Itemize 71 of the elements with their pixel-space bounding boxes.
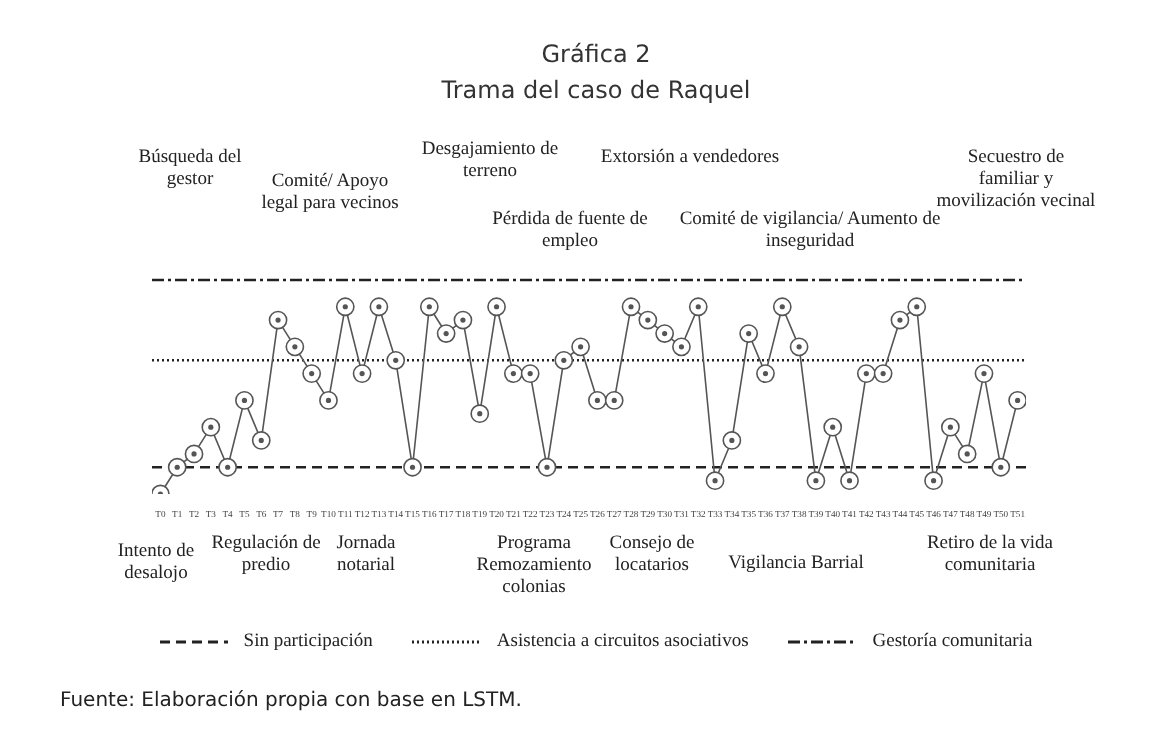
- point: [268, 310, 288, 330]
- point: [823, 417, 843, 437]
- point: [924, 471, 943, 491]
- point: [756, 364, 775, 384]
- text: Programa Remozamiento colonias: [476, 534, 592, 598]
- text: Búsqueda del gestor: [136, 148, 244, 192]
- point: [588, 390, 607, 410]
- text: Comité de vigilancia/ Aumento de inseguridad: [677, 210, 943, 254]
- chart-subtitle: Trama del caso de Raquel: [439, 76, 753, 104]
- text: Comité/ Apoyo legal para vecinos: [260, 172, 400, 216]
- point: [655, 324, 675, 343]
- point: [369, 297, 389, 317]
- point: [184, 444, 204, 464]
- point: [772, 297, 792, 317]
- point: [335, 297, 355, 317]
- text: Vigilancia Barrial: [726, 554, 866, 576]
- point: [890, 310, 910, 330]
- legend-label: Asistencia a circuitos asociativos: [496, 632, 749, 652]
- point: [991, 457, 1011, 477]
- point: [571, 337, 590, 357]
- point: [974, 364, 994, 384]
- point: [352, 364, 372, 384]
- point: [470, 404, 490, 424]
- text: Retiro de la vida comunitaria: [924, 534, 1056, 578]
- point: [302, 364, 322, 384]
- point: [235, 390, 254, 410]
- point: [840, 471, 859, 491]
- text: Secuestro de familiar y movilización vecinal: [936, 148, 1096, 212]
- point: [537, 457, 557, 477]
- legend-label: Gestoría comunitaria: [872, 632, 1033, 652]
- text: Regulación de predio: [209, 534, 323, 578]
- point: [705, 471, 725, 491]
- text: Intento de desalojo: [117, 542, 195, 584]
- point: [453, 310, 473, 330]
- point: [201, 417, 221, 437]
- text: Jornada notarial: [336, 534, 396, 576]
- point: [167, 457, 187, 477]
- point: [218, 457, 238, 477]
- point: [621, 297, 641, 317]
- text: Consejo de locatarios: [609, 534, 695, 576]
- point: [403, 457, 422, 477]
- point: [722, 431, 742, 450]
- point: [285, 337, 305, 357]
- point: [856, 364, 876, 384]
- point: [806, 471, 826, 491]
- source-note: Fuente: Elaboración propia con base en LSTM.: [60, 690, 522, 712]
- text: Desgajamiento de terreno: [419, 140, 561, 184]
- point: [638, 310, 658, 330]
- point: [319, 390, 338, 410]
- text: Pérdida de fuente de empleo: [490, 210, 650, 254]
- point: [419, 297, 439, 317]
- point: [386, 350, 406, 370]
- point: [873, 364, 893, 384]
- point: [436, 324, 456, 343]
- point: [520, 364, 540, 384]
- point: [688, 297, 708, 317]
- point: [907, 297, 927, 317]
- point: [487, 297, 506, 317]
- point: [940, 417, 960, 437]
- legend-label: Sin participación: [243, 632, 373, 652]
- point: [739, 324, 759, 343]
- text: Extorsión a vendedores: [600, 148, 780, 168]
- point: [503, 364, 523, 384]
- point: [672, 337, 691, 357]
- point: [1008, 390, 1026, 410]
- point: [789, 337, 809, 357]
- chart-title: Gráfica 2: [539, 40, 653, 68]
- point: [251, 431, 271, 450]
- point: [554, 350, 574, 370]
- point: [957, 444, 977, 464]
- point: [604, 390, 624, 410]
